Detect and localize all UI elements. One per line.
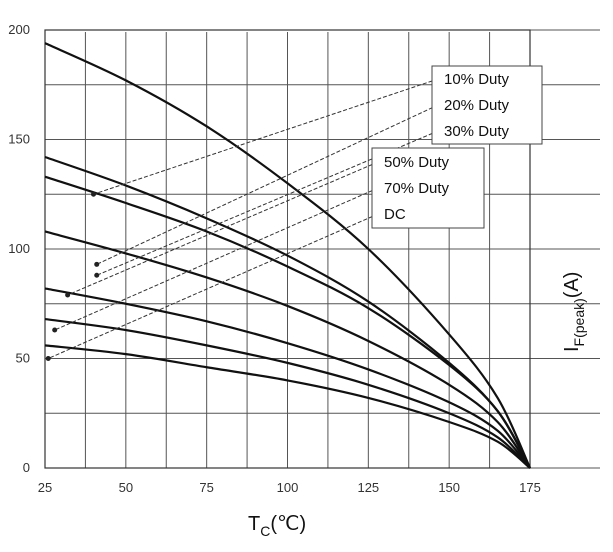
series-line bbox=[44, 230, 531, 469]
leader-line bbox=[48, 213, 379, 359]
legend: 10% Duty 20% Duty 30% Duty 50% Duty 70% Duty… bbox=[371, 65, 543, 229]
legend-box-upper bbox=[431, 65, 543, 145]
series-line bbox=[44, 344, 531, 469]
leader-line bbox=[93, 78, 439, 195]
plot-frame bbox=[44, 29, 531, 469]
x-axis-label-unit: (℃) bbox=[270, 513, 306, 535]
y-tick-label: 200 bbox=[8, 22, 30, 37]
leader-arrowhead bbox=[52, 327, 58, 333]
x-axis-label: TC(℃) bbox=[248, 513, 306, 539]
series-line bbox=[44, 317, 531, 469]
tick-labels-layer: 25 50 75 100 125 150 175 0 50 100 150 200 bbox=[8, 22, 541, 495]
y-tick-label: 0 bbox=[23, 460, 30, 475]
y-tick-label: 100 bbox=[8, 241, 30, 256]
x-tick-label: 75 bbox=[199, 480, 213, 495]
x-tick-label: 50 bbox=[119, 480, 133, 495]
y-tick-label: 150 bbox=[8, 132, 30, 147]
series-line bbox=[44, 287, 531, 469]
leader-arrowhead bbox=[45, 356, 51, 361]
series-line bbox=[44, 42, 531, 469]
legend-entry: DC bbox=[384, 206, 406, 223]
y-axis-label-unit: (A) bbox=[561, 272, 583, 299]
curves-layer bbox=[44, 42, 531, 469]
leader-arrowhead bbox=[91, 191, 96, 197]
legend-entry: 20% Duty bbox=[444, 97, 510, 114]
y-tick-label: 50 bbox=[16, 351, 30, 366]
y-axis-label: IF(peak)(A) bbox=[561, 272, 587, 352]
arrows-layer bbox=[45, 78, 439, 361]
leader-arrowhead bbox=[94, 272, 100, 278]
leader-line bbox=[96, 104, 439, 265]
leader-arrowhead bbox=[94, 261, 100, 267]
x-axis-label-sub: C bbox=[260, 523, 270, 539]
x-tick-label: 100 bbox=[277, 480, 299, 495]
legend-box-lower bbox=[371, 147, 485, 229]
x-tick-label: 25 bbox=[38, 480, 52, 495]
leader-line bbox=[67, 161, 379, 296]
leader-line bbox=[54, 187, 379, 331]
legend-entry: 10% Duty bbox=[444, 71, 510, 88]
x-tick-label: 175 bbox=[519, 480, 541, 495]
legend-entry: 50% Duty bbox=[384, 154, 450, 171]
leader-arrowhead bbox=[65, 292, 71, 298]
y-axis-label-sub: F(peak) bbox=[571, 298, 587, 346]
x-tick-label: 125 bbox=[357, 480, 379, 495]
series-line bbox=[44, 175, 531, 469]
legend-entry: 70% Duty bbox=[384, 180, 450, 197]
legend-entry: 30% Duty bbox=[444, 123, 510, 140]
x-tick-label: 150 bbox=[438, 480, 460, 495]
